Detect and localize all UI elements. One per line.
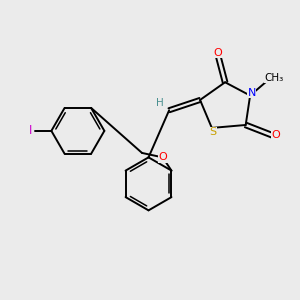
Text: CH₃: CH₃ <box>265 73 284 83</box>
Text: S: S <box>210 127 217 137</box>
Text: O: O <box>213 48 222 58</box>
Text: H: H <box>156 98 164 108</box>
Text: O: O <box>272 130 280 140</box>
Text: I: I <box>29 124 32 137</box>
Text: O: O <box>158 152 167 162</box>
Text: N: N <box>248 88 256 98</box>
